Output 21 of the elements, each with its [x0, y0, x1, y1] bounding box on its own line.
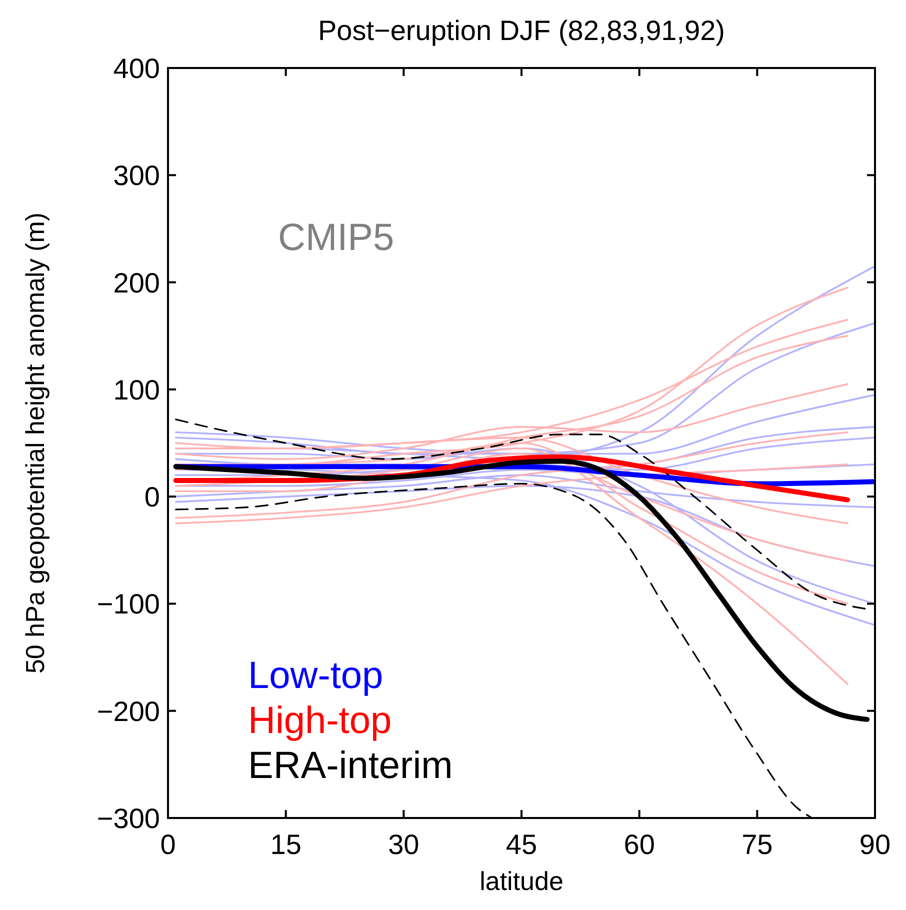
x-tick-label: 30 — [388, 829, 420, 860]
annotation: CMIP5 — [278, 217, 394, 260]
y-tick-label: 300 — [113, 160, 160, 192]
y-tick-label: 400 — [113, 53, 160, 84]
x-axis-title: latitude — [480, 866, 564, 896]
y-tick-label: −100 — [96, 588, 160, 620]
text: High-top — [248, 700, 392, 742]
x-tick-label: 45 — [506, 829, 538, 860]
y-tick-label: −200 — [96, 696, 160, 727]
chart-title: Post−eruption DJF (82,83,91,92) — [318, 15, 726, 46]
y-tick-label: −300 — [96, 803, 160, 834]
y-axis-title: 50 hPa geopotential height anomaly (m) — [20, 212, 50, 674]
x-tick-label: 60 — [624, 829, 655, 860]
x-tick-label: 15 — [270, 829, 302, 860]
y-tick-label: 200 — [113, 267, 160, 298]
x-tick-label: 90 — [859, 829, 891, 860]
text: Low-top — [248, 655, 384, 697]
y-tick-label: 100 — [113, 374, 160, 406]
x-tick-label: 75 — [742, 829, 773, 860]
y-tick-label: 0 — [144, 482, 160, 513]
text: ERA-interim — [248, 745, 453, 787]
